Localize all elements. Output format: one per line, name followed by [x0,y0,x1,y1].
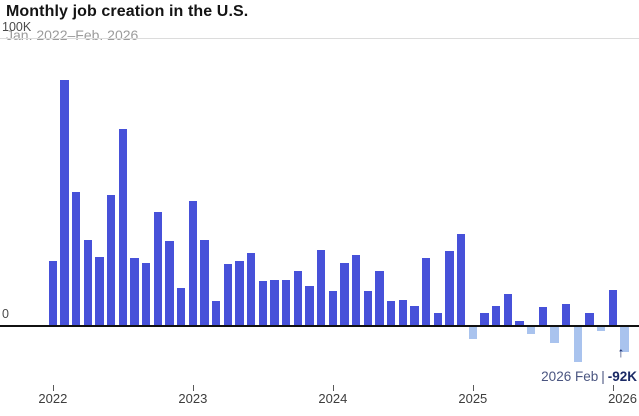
x-axis-label-2022: 2022 [38,391,68,406]
annotation-value: -92K [607,369,637,384]
bar-jun-2024 [386,301,396,326]
bar-dec-2022 [176,288,186,326]
bar-nov-2025 [585,312,594,326]
x-axis-tick-2026 [612,385,614,391]
bar-jul-2023 [258,281,268,326]
y-axis-label: 100K [2,20,32,35]
bar-aug-2025 [550,325,559,343]
bar-mar-2024 [351,255,361,326]
bar-apr-2022 [83,239,93,326]
bar-jun-2022 [106,195,116,326]
bar-may-2025 [515,321,524,326]
annotation: 2026 Feb | -92K [541,369,637,384]
bar-may-2022 [95,256,104,326]
bar-jul-2022 [118,129,128,326]
bar-aug-2024 [410,305,419,326]
x-axis-tick-2025 [472,385,474,391]
bar-feb-2023 [200,239,209,326]
bar-jul-2025 [538,307,548,326]
x-axis-tick-2024 [332,385,334,391]
bar-sep-2024 [421,258,431,326]
annotation-separator: | [601,369,605,384]
bar-dec-2025 [596,325,606,332]
x-axis-label-2023: 2023 [178,391,208,406]
bar-mar-2022 [71,192,81,326]
bar-feb-2025 [480,312,489,326]
bar-sep-2022 [141,262,151,326]
x-axis-label-2026: 2026 [608,391,637,406]
bar-dec-2023 [316,249,326,326]
bar-jan-2026 [608,289,618,326]
zero-axis-line [0,324,639,327]
bar-nov-2023 [305,285,314,326]
bar-nov-2022 [165,241,174,326]
bar-aug-2023 [270,279,279,326]
bar-oct-2024 [433,312,443,326]
chart-title: Monthly job creation in the U.S. [6,3,249,20]
bar-feb-2022 [60,80,69,326]
annotation-label: 2026 Feb [541,369,599,384]
bar-nov-2024 [445,251,454,326]
bar-jun-2023 [246,252,256,326]
bar-oct-2023 [293,271,303,326]
x-axis-tick-2022 [52,385,54,391]
bar-oct-2025 [573,325,583,362]
bar-aug-2022 [130,258,139,326]
bar-jan-2023 [188,200,198,326]
bar-jun-2025 [526,325,536,335]
bar-jan-2024 [328,291,338,326]
bar-sep-2023 [281,279,291,326]
bar-sep-2025 [561,304,571,326]
bar-feb-2024 [340,262,349,326]
gridline-100K [0,38,639,40]
bar-jan-2025 [468,325,478,339]
bar-apr-2023 [223,263,233,326]
bar-mar-2023 [211,301,221,326]
annotation-arrow-icon: ↑ [617,344,625,360]
x-axis-tick-2023 [192,385,194,391]
bar-dec-2024 [456,233,466,326]
x-axis-label-2025: 2025 [458,391,488,406]
bar-jan-2022 [48,261,58,326]
bar-may-2023 [235,261,244,326]
bar-oct-2022 [153,212,163,326]
bar-apr-2025 [503,294,513,326]
bar-feb-2026 [620,325,629,353]
bar-may-2024 [375,271,384,326]
bar-jul-2024 [398,299,408,326]
bar-apr-2024 [363,291,373,326]
bar-mar-2025 [491,305,501,326]
y-axis-label: 0 [2,307,9,322]
x-axis-label-2024: 2024 [318,391,348,406]
